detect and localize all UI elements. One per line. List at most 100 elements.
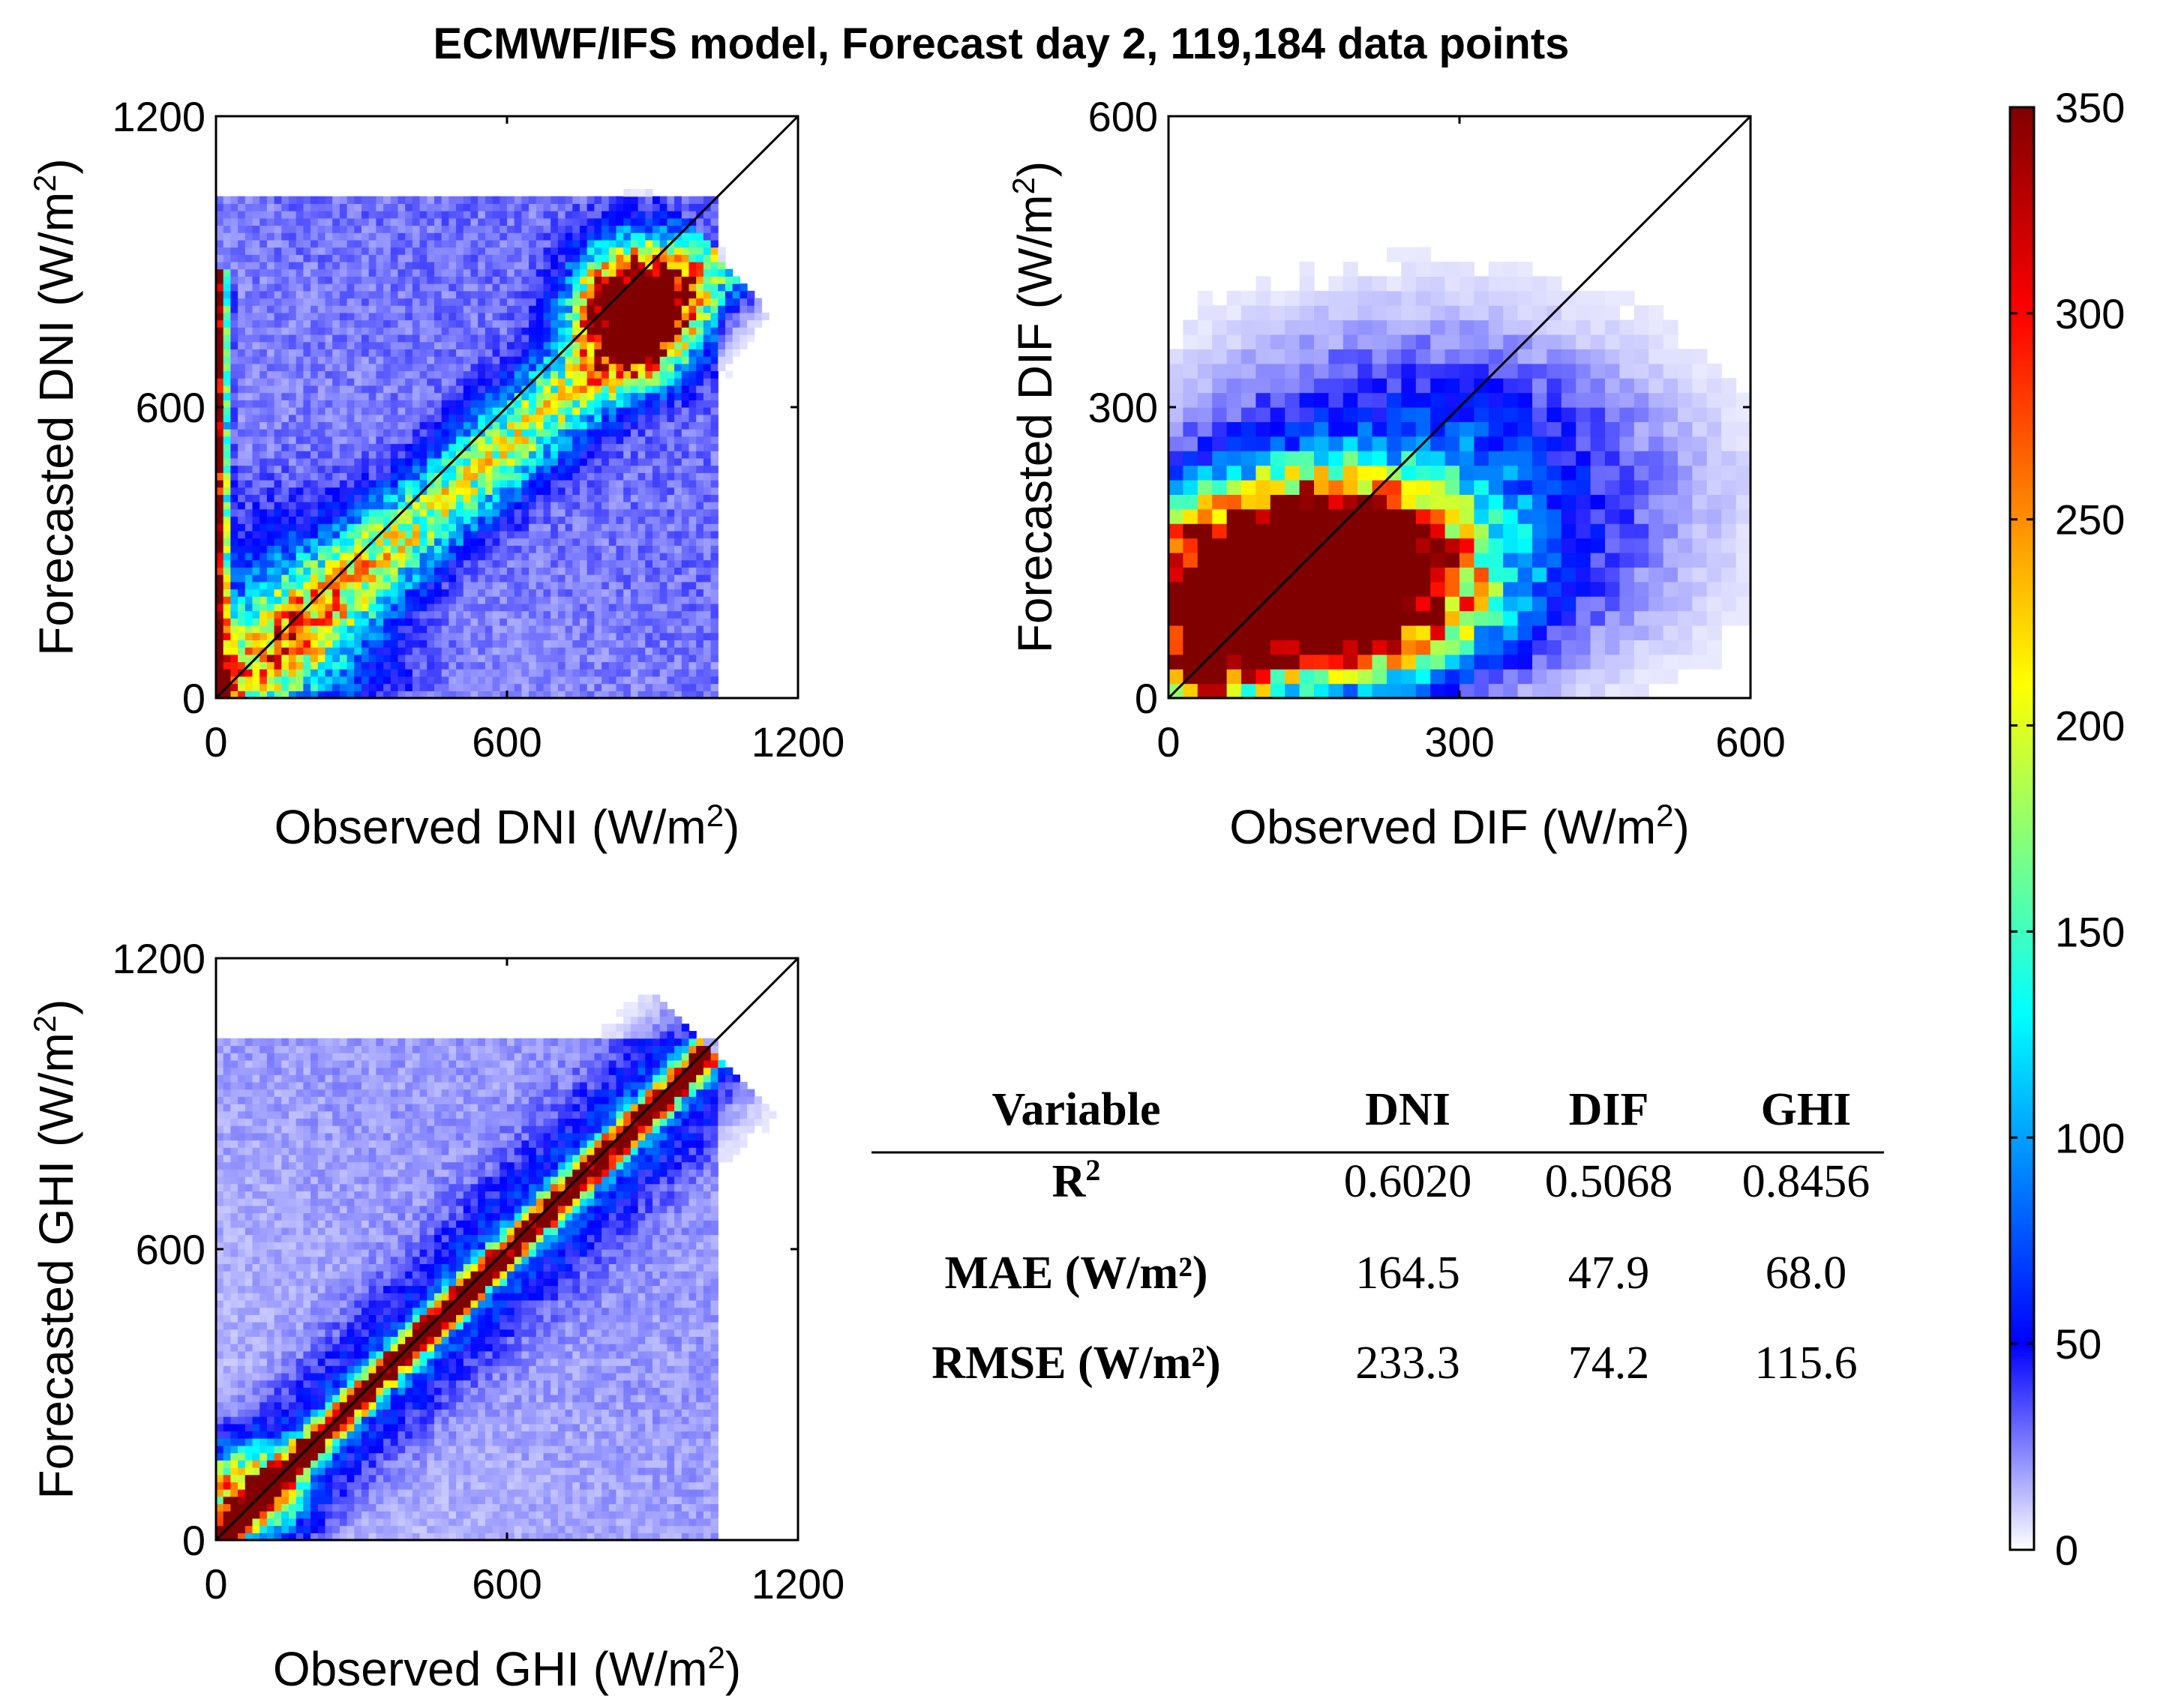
dni-density-cell xyxy=(674,203,682,211)
dni-density-cell xyxy=(580,465,588,473)
dni-density-cell xyxy=(674,268,682,277)
dni-density-cell xyxy=(500,683,508,691)
dni-density-cell xyxy=(602,647,610,655)
dni-density-cell xyxy=(500,472,508,481)
dni-density-cell xyxy=(543,283,551,292)
dni-density-cell xyxy=(289,370,297,379)
dni-density-cell xyxy=(266,392,275,400)
dni-density-cell xyxy=(266,268,275,277)
dni-density-cell xyxy=(383,654,392,663)
dni-density-cell xyxy=(543,196,551,204)
dni-density-cell xyxy=(652,276,661,284)
dni-density-cell xyxy=(230,508,238,517)
dni-density-cell xyxy=(303,283,311,292)
dni-density-cell xyxy=(230,457,238,466)
dni-density-cell xyxy=(514,625,522,634)
dni-density-cell xyxy=(529,661,537,670)
dni-density-cell xyxy=(616,596,624,604)
dni-density-cell xyxy=(405,232,413,241)
dni-density-cell xyxy=(659,545,668,553)
dni-density-cell xyxy=(521,436,530,445)
dni-density-cell xyxy=(580,283,588,292)
dni-density-cell xyxy=(376,254,384,262)
dni-density-cell xyxy=(529,211,537,219)
dni-density-cell xyxy=(602,385,610,394)
dni-density-cell xyxy=(718,290,726,299)
dni-density-cell xyxy=(645,508,653,517)
dni-density-cell xyxy=(492,581,500,590)
dni-density-cell xyxy=(310,574,319,583)
dni-density-cell xyxy=(339,603,348,612)
dni-y-axis-label-text: Forecasted DNI xyxy=(29,320,83,656)
dni-density-cell xyxy=(688,581,697,590)
dni-density-cell xyxy=(332,378,340,386)
dni-density-cell xyxy=(238,290,246,299)
dni-density-cell xyxy=(645,451,653,459)
dni-density-cell xyxy=(608,247,617,255)
dni-density-cell xyxy=(674,421,682,430)
dni-density-cell xyxy=(514,502,522,510)
dni-density-cell xyxy=(310,349,319,357)
dni-density-cell xyxy=(565,676,573,685)
dni-density-cell xyxy=(718,334,726,343)
dni-density-cell xyxy=(536,298,544,306)
dni-density-cell xyxy=(470,414,478,422)
dni-density-cell xyxy=(325,443,333,451)
dni-density-cell xyxy=(470,538,478,546)
dni-density-cell xyxy=(303,407,311,415)
dni-density-cell xyxy=(536,589,544,597)
dni-density-cell xyxy=(266,262,275,270)
dni-density-cell xyxy=(565,276,573,284)
dni-density-cell xyxy=(434,596,442,604)
dni-density-cell xyxy=(492,290,500,299)
dni-density-cell xyxy=(638,414,646,422)
dni-density-cell xyxy=(608,472,617,481)
dni-density-cell xyxy=(354,305,362,313)
dni-density-cell xyxy=(725,370,734,379)
dni-density-cell xyxy=(484,239,494,248)
dni-density-cell xyxy=(500,480,508,488)
dni-density-cell xyxy=(427,523,435,532)
dni-density-cell xyxy=(703,414,712,422)
dni-density-cell xyxy=(623,640,632,648)
dni-density-cell xyxy=(594,225,602,233)
dni-density-cell xyxy=(470,589,478,597)
dni-density-cell xyxy=(419,407,428,415)
dni-density-cell xyxy=(580,676,588,685)
dni-density-cell xyxy=(725,290,734,299)
dni-density-cell xyxy=(434,647,442,655)
dni-density-cell xyxy=(252,676,260,685)
dni-density-cell xyxy=(557,640,566,648)
dni-density-cell xyxy=(332,567,340,575)
dni-y-axis-unit: (W/m xyxy=(29,192,83,307)
dni-density-cell xyxy=(470,472,478,481)
dni-density-cell xyxy=(630,530,639,539)
dni-density-cell xyxy=(448,341,457,349)
dni-density-cell xyxy=(332,661,340,670)
dni-density-cell xyxy=(536,356,544,364)
dni-density-cell xyxy=(325,290,333,299)
dni-density-cell xyxy=(521,683,530,691)
dni-density-cell xyxy=(456,268,464,277)
dni-density-cell xyxy=(346,400,355,408)
dni-density-cell xyxy=(478,378,486,386)
dni-density-cell xyxy=(456,305,464,313)
dni-density-cell xyxy=(244,472,254,481)
dni-density-cell xyxy=(230,254,238,262)
dni-density-cell xyxy=(470,567,478,575)
dni-density-cell xyxy=(652,654,661,663)
dni-density-cell xyxy=(492,247,500,255)
dni-density-cell xyxy=(303,349,311,357)
dni-density-cell xyxy=(638,661,646,670)
dni-density-cell xyxy=(289,632,297,640)
dni-density-cell xyxy=(223,327,231,335)
dni-density-cell xyxy=(332,523,340,532)
dni-density-cell xyxy=(659,487,668,495)
dni-density-cell xyxy=(659,414,668,422)
dni-density-cell xyxy=(572,545,580,553)
dni-density-cell xyxy=(740,298,748,306)
dni-density-cell xyxy=(484,480,494,488)
dni-density-cell xyxy=(594,553,602,561)
dni-density-cell xyxy=(674,334,682,343)
dni-density-cell xyxy=(529,356,537,364)
